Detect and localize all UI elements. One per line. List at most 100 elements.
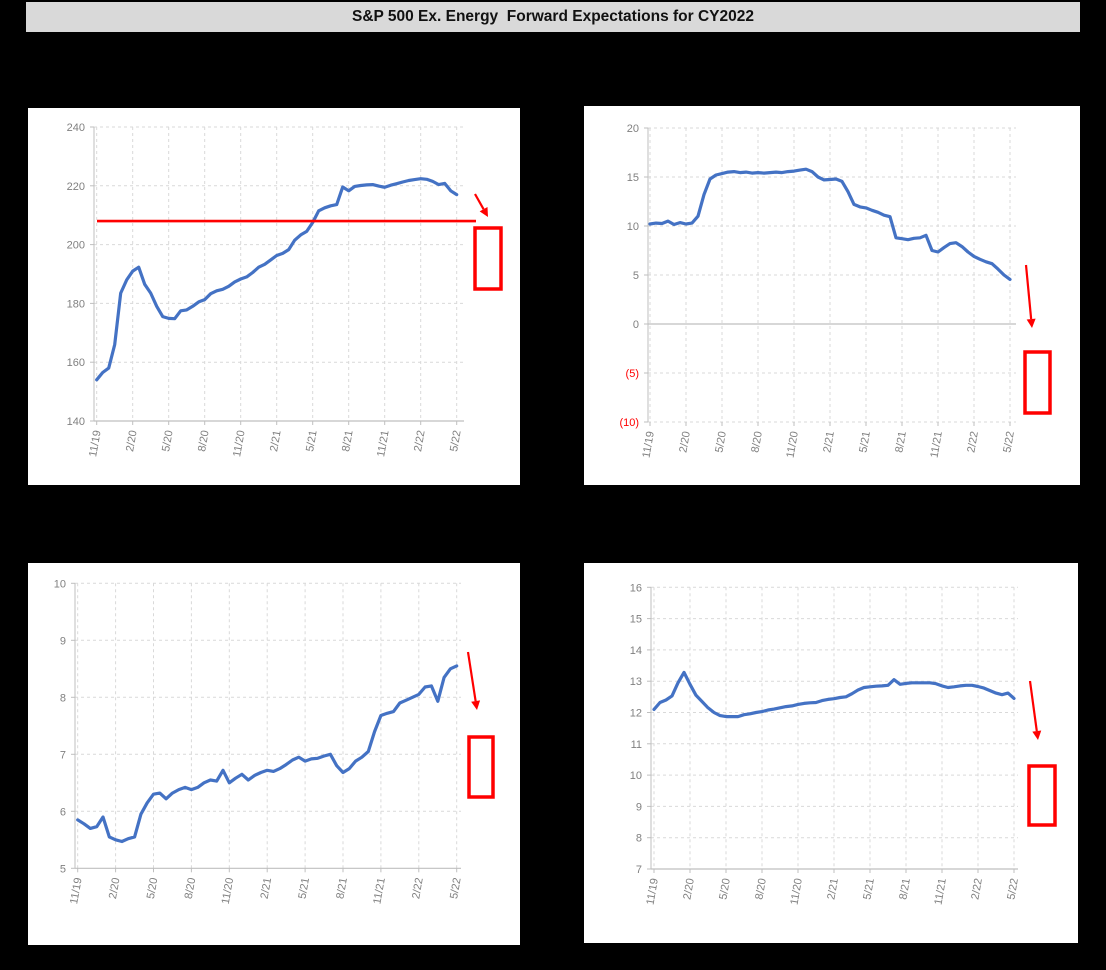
y-tick-label: 20 (627, 123, 639, 135)
line-chart-bottom-left: 10 9 8 7 6 511/19 2/20 5/20 8/20 11/20 2/21 5/21 8/2… (54, 578, 495, 905)
x-tick-label: 11/19 (87, 429, 103, 457)
x-tick-label: 8/21 (893, 430, 909, 453)
x-tick-label: 2/21 (825, 877, 841, 900)
x-tick-label: 2/20 (681, 877, 697, 900)
chart-panel-top-right: 20 15 10 5 0 (5) (10) 11/19 2/20 5/20 8/20 11/20 2/2… (584, 106, 1080, 485)
x-tick-label: 5/22 (448, 877, 464, 900)
x-tick-label: 11/20 (788, 877, 804, 905)
y-tick-label: 8 (60, 692, 66, 704)
y-tick-label: 140 (67, 416, 85, 428)
series-line (648, 167, 1012, 281)
x-tick-label: 11/19 (640, 430, 656, 458)
x-tick-label: 5/20 (713, 430, 729, 453)
series-line (95, 177, 459, 382)
x-tick-label: 8/20 (183, 877, 199, 900)
red-highlight-box (1027, 764, 1057, 827)
x-tick-label: 11/21 (375, 429, 391, 457)
series-line (652, 670, 1016, 719)
red-down-arrow-shaft (466, 651, 477, 702)
x-tick-label: 11/21 (932, 877, 948, 905)
x-tick-label: 11/21 (371, 877, 387, 905)
series-line (76, 664, 459, 844)
y-tick-label: 220 (67, 181, 85, 193)
y-tick-label: 16 (630, 582, 642, 594)
red-down-arrow-head (471, 700, 481, 710)
x-tick-label: 5/21 (857, 430, 873, 453)
y-tick-label: 200 (67, 240, 85, 252)
y-tick-label: 13 (630, 676, 642, 688)
x-tick-label: 11/20 (784, 430, 800, 458)
y-tick-label: 0 (633, 319, 639, 331)
red-highlight-box (467, 735, 495, 799)
red-highlight-box (1023, 350, 1052, 415)
y-tick-label: 10 (54, 578, 66, 590)
y-tick-label: 240 (67, 122, 85, 134)
y-tick-label: (5) (626, 368, 639, 380)
y-tick-label: 9 (60, 635, 66, 647)
line-chart-bottom-right: 16 15 14 13 12 11 10 9 8 711/19 2/20 5/20 8/20 11/20 2… (630, 582, 1057, 906)
x-tick-label: 2/22 (965, 430, 981, 453)
y-tick-label: 12 (630, 708, 642, 720)
x-tick-label: 8/20 (196, 429, 212, 452)
y-tick-label: 14 (630, 645, 642, 657)
y-tick-label: 180 (67, 298, 85, 310)
x-tick-label: 2/20 (677, 430, 693, 453)
line-chart-top-right: 20 15 10 5 0 (5) (10)11/19 2/20 5/20 8/20 11/20 2/2… (619, 123, 1052, 459)
y-tick-label: 5 (60, 863, 66, 875)
x-tick-label: 5/21 (304, 429, 320, 452)
x-tick-label: 2/22 (969, 877, 985, 900)
red-down-arrow-head (479, 206, 488, 217)
chart-panel-bottom-right: 16 15 14 13 12 11 10 9 8 7 11/19 2/20 5/20 8/20 11/20 2… (584, 563, 1078, 943)
red-down-arrow-shaft (1024, 264, 1033, 320)
y-tick-label: 15 (630, 614, 642, 626)
y-tick-label: 6 (60, 806, 66, 818)
x-tick-label: 2/21 (268, 429, 284, 452)
red-down-arrow-head (1026, 318, 1036, 328)
chart-panel-top-left: 240 220 200 180 160 140 11/19 2/20 5/20 8/20 11/20… (28, 108, 520, 485)
red-down-arrow-shaft (474, 193, 485, 210)
y-tick-label: 10 (627, 221, 639, 233)
x-tick-label: 8/21 (340, 429, 356, 452)
x-tick-label: 11/19 (68, 877, 84, 905)
x-tick-label: 2/22 (410, 877, 426, 900)
x-tick-label: 5/22 (1005, 877, 1021, 900)
x-tick-label: 5/21 (297, 877, 313, 900)
y-tick-label: 7 (60, 749, 66, 761)
x-tick-label: 5/22 (1001, 430, 1017, 453)
x-tick-label: 8/20 (753, 877, 769, 900)
x-tick-label: 5/22 (448, 429, 464, 452)
y-tick-label: 11 (631, 739, 642, 751)
y-tick-label: 5 (633, 270, 639, 282)
y-tick-label: 9 (636, 801, 642, 813)
x-tick-label: 2/22 (412, 429, 428, 452)
red-down-arrow-shaft (1028, 680, 1038, 732)
title-bar: S&P 500 Ex. Energy Forward Expectations … (26, 2, 1080, 32)
x-tick-label: 5/20 (717, 877, 733, 900)
x-tick-label: 5/20 (160, 429, 176, 452)
y-tick-label: 10 (630, 770, 642, 782)
y-tick-label: 160 (67, 357, 85, 369)
x-tick-label: 2/21 (821, 430, 837, 453)
x-tick-label: 2/20 (124, 429, 140, 452)
x-tick-label: 2/20 (107, 877, 123, 900)
x-tick-label: 11/20 (220, 877, 236, 905)
red-down-arrow-head (1032, 730, 1042, 740)
x-tick-label: 5/21 (861, 877, 877, 900)
chart-panel-bottom-left: 10 9 8 7 6 5 11/19 2/20 5/20 8/20 11/20 2/21 5/21 8/2… (28, 563, 520, 945)
y-tick-label: 8 (636, 833, 642, 845)
x-tick-label: 8/21 (334, 877, 350, 900)
y-tick-label: 7 (636, 864, 642, 876)
x-tick-label: 11/20 (231, 429, 247, 457)
x-tick-label: 5/20 (145, 877, 161, 900)
y-tick-label: (10) (619, 417, 639, 429)
red-highlight-box (473, 226, 503, 291)
x-tick-label: 2/21 (259, 877, 275, 900)
x-tick-label: 8/20 (749, 430, 765, 453)
x-tick-label: 11/19 (644, 877, 660, 905)
x-tick-label: 11/21 (928, 430, 944, 458)
x-tick-label: 8/21 (897, 877, 913, 900)
y-tick-label: 15 (627, 172, 639, 184)
page-title: S&P 500 Ex. Energy Forward Expectations … (351, 8, 754, 25)
